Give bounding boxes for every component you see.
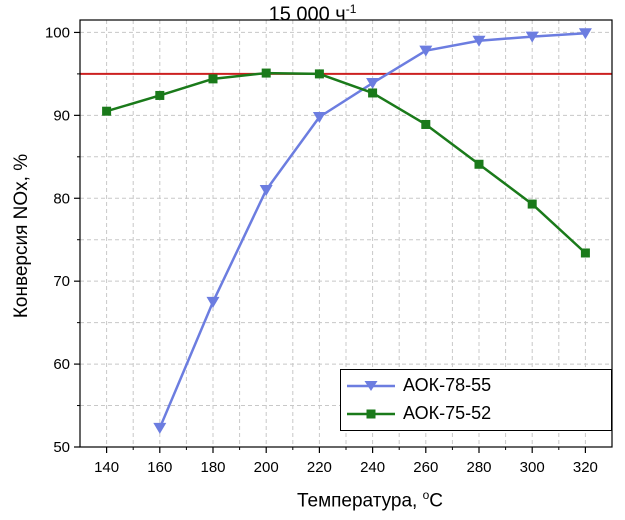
x-tick-label: 260 bbox=[413, 459, 438, 476]
chart-title-text: 15 000 ч bbox=[268, 3, 346, 26]
data-point-series-1 bbox=[314, 69, 324, 79]
series-line-1 bbox=[106, 71, 587, 254]
legend: АОК-78-55 АОК-75-52 bbox=[340, 369, 612, 431]
x-tick-label: 220 bbox=[307, 459, 332, 476]
x-axis-label-degree: o bbox=[422, 488, 430, 502]
chart-title: 15 000 ч-1 bbox=[0, 2, 625, 27]
x-tick-label: 180 bbox=[200, 459, 225, 476]
x-tick-label: 320 bbox=[573, 459, 598, 476]
data-point-series-1 bbox=[580, 248, 590, 258]
data-point-series-1 bbox=[368, 88, 378, 98]
data-point-series-1 bbox=[102, 106, 112, 116]
data-point-series-0 bbox=[206, 296, 220, 308]
y-tick-label: 80 bbox=[53, 190, 70, 207]
y-axis-label: Конверсия NOx, % bbox=[11, 153, 32, 319]
data-point-series-1 bbox=[421, 119, 431, 129]
y-tick-label: 100 bbox=[45, 24, 70, 41]
data-point-series-1 bbox=[261, 68, 271, 78]
y-tick-label: 60 bbox=[53, 356, 70, 373]
data-point-series-0 bbox=[366, 78, 380, 90]
legend-item-aok-75-52: АОК-75-52 bbox=[341, 401, 611, 427]
series-group bbox=[102, 28, 592, 434]
data-point-series-0 bbox=[472, 35, 486, 47]
legend-label-aok-78-55: АОК-78-55 bbox=[403, 375, 492, 395]
data-point-series-1 bbox=[474, 159, 484, 169]
data-point-series-0 bbox=[312, 112, 326, 124]
y-tick-label: 90 bbox=[53, 107, 70, 124]
data-point-series-0 bbox=[259, 184, 273, 196]
data-point-series-0 bbox=[578, 28, 592, 40]
axis-ticks: 140 160 180 200 220 240 260 280 300 320 50 60 70 80 90… bbox=[45, 24, 598, 476]
x-tick-label: 240 bbox=[360, 459, 385, 476]
x-axis-label-unit: C bbox=[429, 490, 444, 512]
x-tick-label: 140 bbox=[94, 459, 119, 476]
y-tick-label: 70 bbox=[53, 273, 70, 290]
data-point-series-0 bbox=[153, 422, 167, 434]
y-tick-label: 50 bbox=[53, 439, 70, 456]
chart-title-superscript: -1 bbox=[345, 2, 357, 16]
x-axis-label: Температура, oC bbox=[240, 488, 500, 512]
legend-swatch-aok-78-55 bbox=[347, 381, 395, 391]
data-point-series-1 bbox=[527, 199, 537, 209]
data-point-series-1 bbox=[208, 74, 218, 84]
x-axis-label-text: Температура, bbox=[296, 490, 423, 512]
x-tick-label: 280 bbox=[466, 459, 491, 476]
data-point-series-0 bbox=[419, 45, 433, 57]
legend-label-aok-75-52: АОК-75-52 bbox=[403, 403, 492, 423]
x-tick-label: 160 bbox=[147, 459, 172, 476]
data-point-series-0 bbox=[525, 31, 539, 43]
legend-item-aok-78-55: АОК-78-55 bbox=[341, 373, 611, 399]
x-tick-label: 300 bbox=[520, 459, 545, 476]
x-tick-label: 200 bbox=[254, 459, 279, 476]
data-point-series-1 bbox=[155, 90, 165, 100]
legend-swatch-aok-75-52 bbox=[347, 409, 395, 419]
